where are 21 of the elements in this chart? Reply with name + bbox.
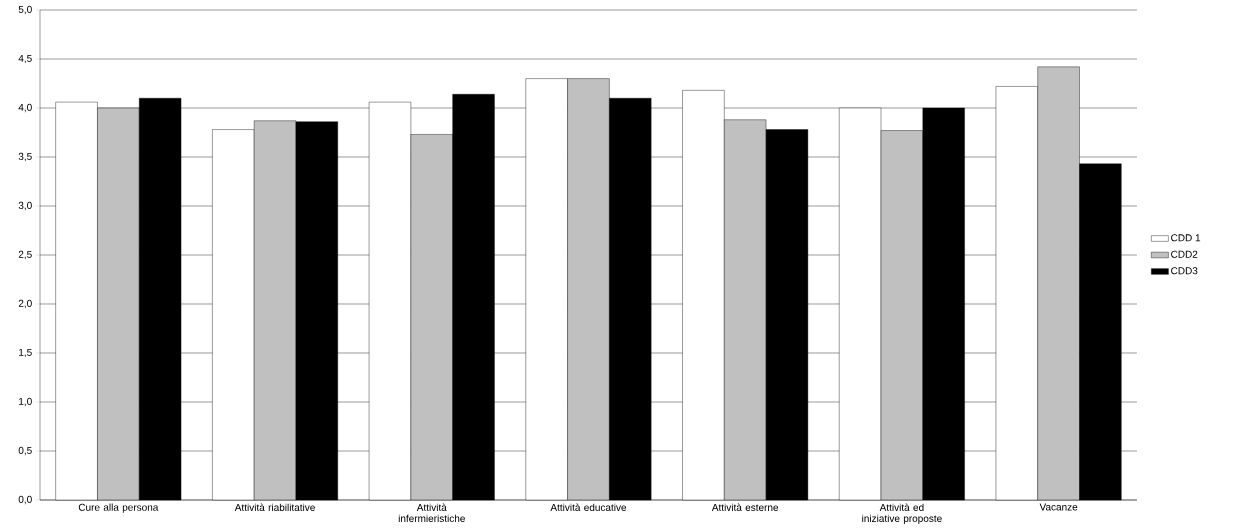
y-tick-label: 4,0	[18, 103, 32, 113]
y-tick-label: 1,0	[19, 397, 32, 407]
y-tick-label: 2,0	[18, 299, 32, 309]
x-tick-label: Attività riabilitative	[234, 503, 315, 511]
y-tick-label: 5,0	[18, 5, 32, 15]
x-tick-label: Cure alla persona	[78, 503, 159, 513]
y-tick-label: 4,5	[18, 54, 32, 64]
y-tick-label: 3,5	[18, 152, 32, 162]
x-tick-label: Attività ed iniziative proposte	[862, 503, 942, 524]
y-tick-label: 0,0	[18, 495, 32, 505]
legend-label: CDD 1	[1171, 234, 1201, 242]
x-tick-label: Attività educative	[550, 503, 627, 511]
y-tick-label: 1,5	[19, 348, 32, 358]
y-tick-label: 0,5	[18, 446, 32, 456]
x-tick-label: Vacanze	[1039, 503, 1078, 511]
y-tick-label: 3,0	[18, 201, 32, 211]
y-tick-label: 2,5	[18, 250, 32, 260]
legend-label: CDD3	[1171, 267, 1198, 275]
x-tick-label: Attività infermieristiche	[398, 503, 465, 522]
x-tick-label: Attività esterne	[711, 503, 779, 511]
legend-label: CDD2	[1171, 250, 1198, 258]
